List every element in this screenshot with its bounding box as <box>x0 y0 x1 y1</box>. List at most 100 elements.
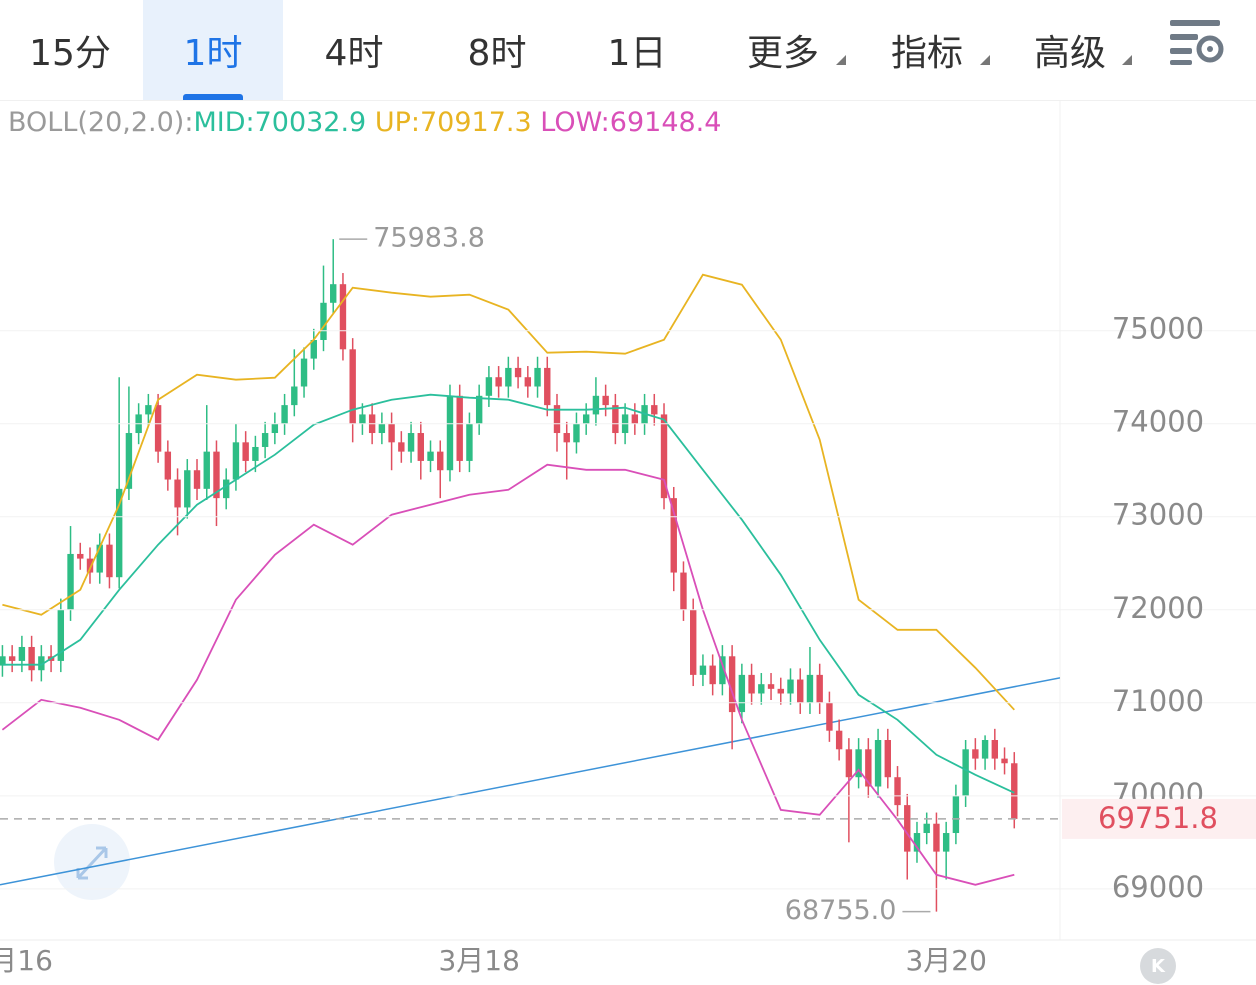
legend-item: MID:70032.9 <box>193 107 366 138</box>
tab[interactable]: 15分 <box>29 33 111 74</box>
candle-body <box>874 740 882 787</box>
collapse-icon: K <box>1151 956 1166 977</box>
candle-body <box>339 284 347 350</box>
last-price-box <box>1062 798 1256 839</box>
candle-body <box>787 679 794 694</box>
candle-body <box>320 302 327 340</box>
candle-body <box>349 349 356 424</box>
toolbar: 15分 1时 4时 8时 1日 更多 指标 高级 <box>0 0 1256 101</box>
candle-body <box>446 395 454 471</box>
candle-body <box>77 553 84 559</box>
candle-body <box>57 609 65 661</box>
candle-body <box>407 433 415 452</box>
candle-body <box>728 656 736 713</box>
candle-body <box>184 470 191 508</box>
settings-icon[interactable] <box>1168 14 1228 74</box>
candle-body <box>417 433 424 461</box>
candle-body <box>592 395 600 415</box>
tab[interactable]: 指标 <box>890 33 963 74</box>
candle-body <box>690 609 697 675</box>
candle-body <box>816 674 823 703</box>
candle-body <box>524 377 532 387</box>
candle-body <box>544 367 551 406</box>
candle-body <box>845 749 853 778</box>
candle-body <box>884 740 891 778</box>
bollinger-line <box>2 273 1015 711</box>
candle-body <box>797 679 804 703</box>
candle-body <box>223 479 230 499</box>
candle-body <box>612 405 619 434</box>
y-tick-label: 69000 <box>1112 870 1204 904</box>
candle-body <box>972 749 979 759</box>
candle-body <box>398 442 405 452</box>
y-tick-label: 74000 <box>1112 405 1204 439</box>
tab[interactable]: 1日 <box>607 33 667 74</box>
candle-body <box>96 544 103 573</box>
bollinger-line <box>2 393 1015 794</box>
candle-body <box>904 805 911 852</box>
tab[interactable]: 4时 <box>324 33 384 74</box>
candle-body <box>582 414 590 424</box>
legend-item: LOW:69148.4 <box>540 107 721 138</box>
collapse-button[interactable] <box>1140 948 1176 984</box>
candle-body <box>553 405 561 434</box>
candle-body <box>0 656 6 666</box>
expand-icon <box>76 846 108 880</box>
plot-area <box>0 239 1060 912</box>
y-tick-label: 71000 <box>1112 684 1204 718</box>
candle-body <box>300 358 308 387</box>
annotation-label: 68755.0 <box>785 895 897 926</box>
dropdown-arrow <box>1122 55 1132 65</box>
candle-body <box>777 688 784 694</box>
y-tick-label: 73000 <box>1112 498 1204 532</box>
candle-body <box>125 433 133 489</box>
candle-body <box>894 777 901 806</box>
dropdown-arrow <box>980 55 990 65</box>
candle-body <box>767 684 775 689</box>
candle-body <box>1011 763 1018 819</box>
candle-body <box>942 833 950 852</box>
candle-body <box>115 488 123 578</box>
candle-body <box>242 442 249 461</box>
candle-body <box>281 405 288 424</box>
tab[interactable]: 1时 <box>143 0 283 100</box>
legend-item: BOLL(20,2.0): <box>8 107 193 138</box>
candle-body <box>271 423 279 434</box>
candle-body <box>962 749 969 796</box>
candle-body <box>514 367 522 378</box>
candle-body <box>213 451 220 499</box>
indicator-legend: BOLL(20,2.0):MID:70032.9 UP:70917.3 LOW:… <box>8 107 721 138</box>
candle-body <box>952 795 960 834</box>
candle-body <box>203 451 210 489</box>
candle-body <box>378 423 386 434</box>
tab[interactable]: 更多 <box>746 33 819 74</box>
bollinger-line <box>1 463 1015 886</box>
candle-body <box>981 740 989 759</box>
candle-body <box>806 674 814 703</box>
candle-body <box>709 665 716 685</box>
legend-item: UP:70917.3 <box>375 107 532 138</box>
candle-body <box>145 405 152 415</box>
candle-body <box>1001 758 1008 764</box>
tab[interactable]: 高级 <box>1033 33 1106 74</box>
candle-body <box>18 646 26 661</box>
candle-body <box>758 684 765 694</box>
candle-body <box>466 423 473 461</box>
candle-body <box>573 423 580 443</box>
candle-body <box>699 665 707 675</box>
tab[interactable]: 8时 <box>467 33 527 74</box>
candle-body <box>738 674 746 713</box>
y-tick-label: 75000 <box>1112 312 1204 346</box>
candle-body <box>680 572 687 610</box>
candle-body <box>475 395 483 424</box>
candle-body <box>154 405 162 452</box>
candle-body <box>252 446 259 461</box>
candle-body <box>86 558 94 573</box>
candle-body <box>330 284 337 303</box>
candle-body <box>651 405 658 415</box>
candle-body <box>67 553 74 610</box>
candle-body <box>291 386 298 406</box>
candle-body <box>534 367 541 387</box>
dropdown-arrow <box>836 55 846 65</box>
